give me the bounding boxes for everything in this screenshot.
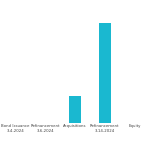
Bar (99, 23, 111, 123)
Bar (69, 96, 81, 123)
